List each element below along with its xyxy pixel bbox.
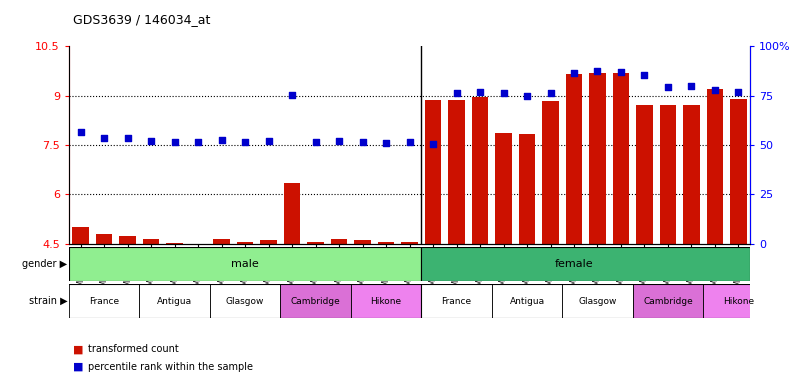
Bar: [566, 74, 582, 244]
Bar: [706, 89, 723, 244]
Bar: [69, 284, 139, 318]
Text: Antigua: Antigua: [157, 296, 192, 306]
Text: France: France: [441, 296, 472, 306]
Bar: [237, 242, 253, 244]
Bar: [378, 242, 394, 244]
Point: [685, 83, 698, 89]
Text: ■: ■: [73, 362, 84, 372]
Point: [121, 135, 134, 141]
Point: [74, 129, 87, 135]
Point: [544, 90, 557, 96]
Point: [191, 139, 204, 145]
Bar: [139, 284, 210, 318]
Point: [97, 135, 110, 141]
Bar: [472, 97, 488, 244]
Bar: [354, 240, 371, 244]
Bar: [260, 240, 277, 244]
Bar: [213, 239, 230, 244]
Bar: [703, 284, 774, 318]
Bar: [69, 247, 421, 281]
Point: [238, 139, 251, 145]
Point: [662, 84, 675, 90]
Point: [262, 138, 275, 144]
Point: [309, 139, 322, 145]
Bar: [659, 105, 676, 244]
Bar: [683, 105, 700, 244]
Point: [356, 139, 369, 145]
Bar: [143, 239, 160, 244]
Text: strain ▶: strain ▶: [28, 296, 67, 306]
Text: male: male: [231, 259, 259, 269]
Point: [732, 88, 745, 94]
Text: Glasgow: Glasgow: [226, 296, 264, 306]
Point: [521, 93, 534, 99]
Bar: [96, 234, 113, 244]
Point: [591, 68, 604, 74]
Point: [568, 70, 581, 76]
Bar: [519, 134, 535, 244]
Point: [380, 140, 393, 146]
Bar: [613, 73, 629, 244]
Text: GDS3639 / 146034_at: GDS3639 / 146034_at: [73, 13, 210, 26]
Point: [215, 137, 228, 143]
Bar: [491, 284, 562, 318]
Point: [285, 92, 298, 98]
Bar: [637, 105, 653, 244]
Bar: [562, 284, 633, 318]
Point: [638, 72, 651, 78]
Point: [450, 90, 463, 96]
Bar: [543, 101, 559, 244]
Text: ■: ■: [73, 344, 84, 354]
Point: [615, 69, 628, 75]
Point: [144, 138, 157, 144]
Bar: [633, 284, 703, 318]
Text: transformed count: transformed count: [88, 344, 178, 354]
Point: [427, 141, 440, 147]
Text: Glasgow: Glasgow: [578, 296, 616, 306]
Bar: [72, 227, 89, 244]
Bar: [166, 243, 182, 244]
Bar: [210, 284, 281, 318]
Bar: [425, 101, 441, 244]
Text: percentile rank within the sample: percentile rank within the sample: [88, 362, 252, 372]
Bar: [496, 133, 512, 244]
Point: [709, 86, 722, 93]
Bar: [351, 284, 421, 318]
Text: gender ▶: gender ▶: [22, 259, 67, 269]
Text: Hikone: Hikone: [371, 296, 401, 306]
Bar: [284, 183, 300, 244]
Bar: [281, 284, 351, 318]
Bar: [307, 242, 324, 244]
Point: [474, 88, 487, 94]
Bar: [331, 239, 347, 244]
Point: [333, 138, 345, 144]
Point: [497, 90, 510, 96]
Point: [168, 139, 181, 145]
Text: female: female: [555, 259, 594, 269]
Bar: [401, 242, 418, 244]
Bar: [590, 73, 606, 244]
Text: Antigua: Antigua: [509, 296, 544, 306]
Bar: [448, 101, 465, 244]
Text: Hikone: Hikone: [723, 296, 754, 306]
Bar: [421, 284, 491, 318]
Text: France: France: [89, 296, 119, 306]
Point: [403, 139, 416, 146]
Bar: [421, 247, 750, 281]
Bar: [730, 99, 747, 244]
Bar: [119, 236, 136, 244]
Text: Cambridge: Cambridge: [643, 296, 693, 306]
Text: Cambridge: Cambridge: [290, 296, 341, 306]
